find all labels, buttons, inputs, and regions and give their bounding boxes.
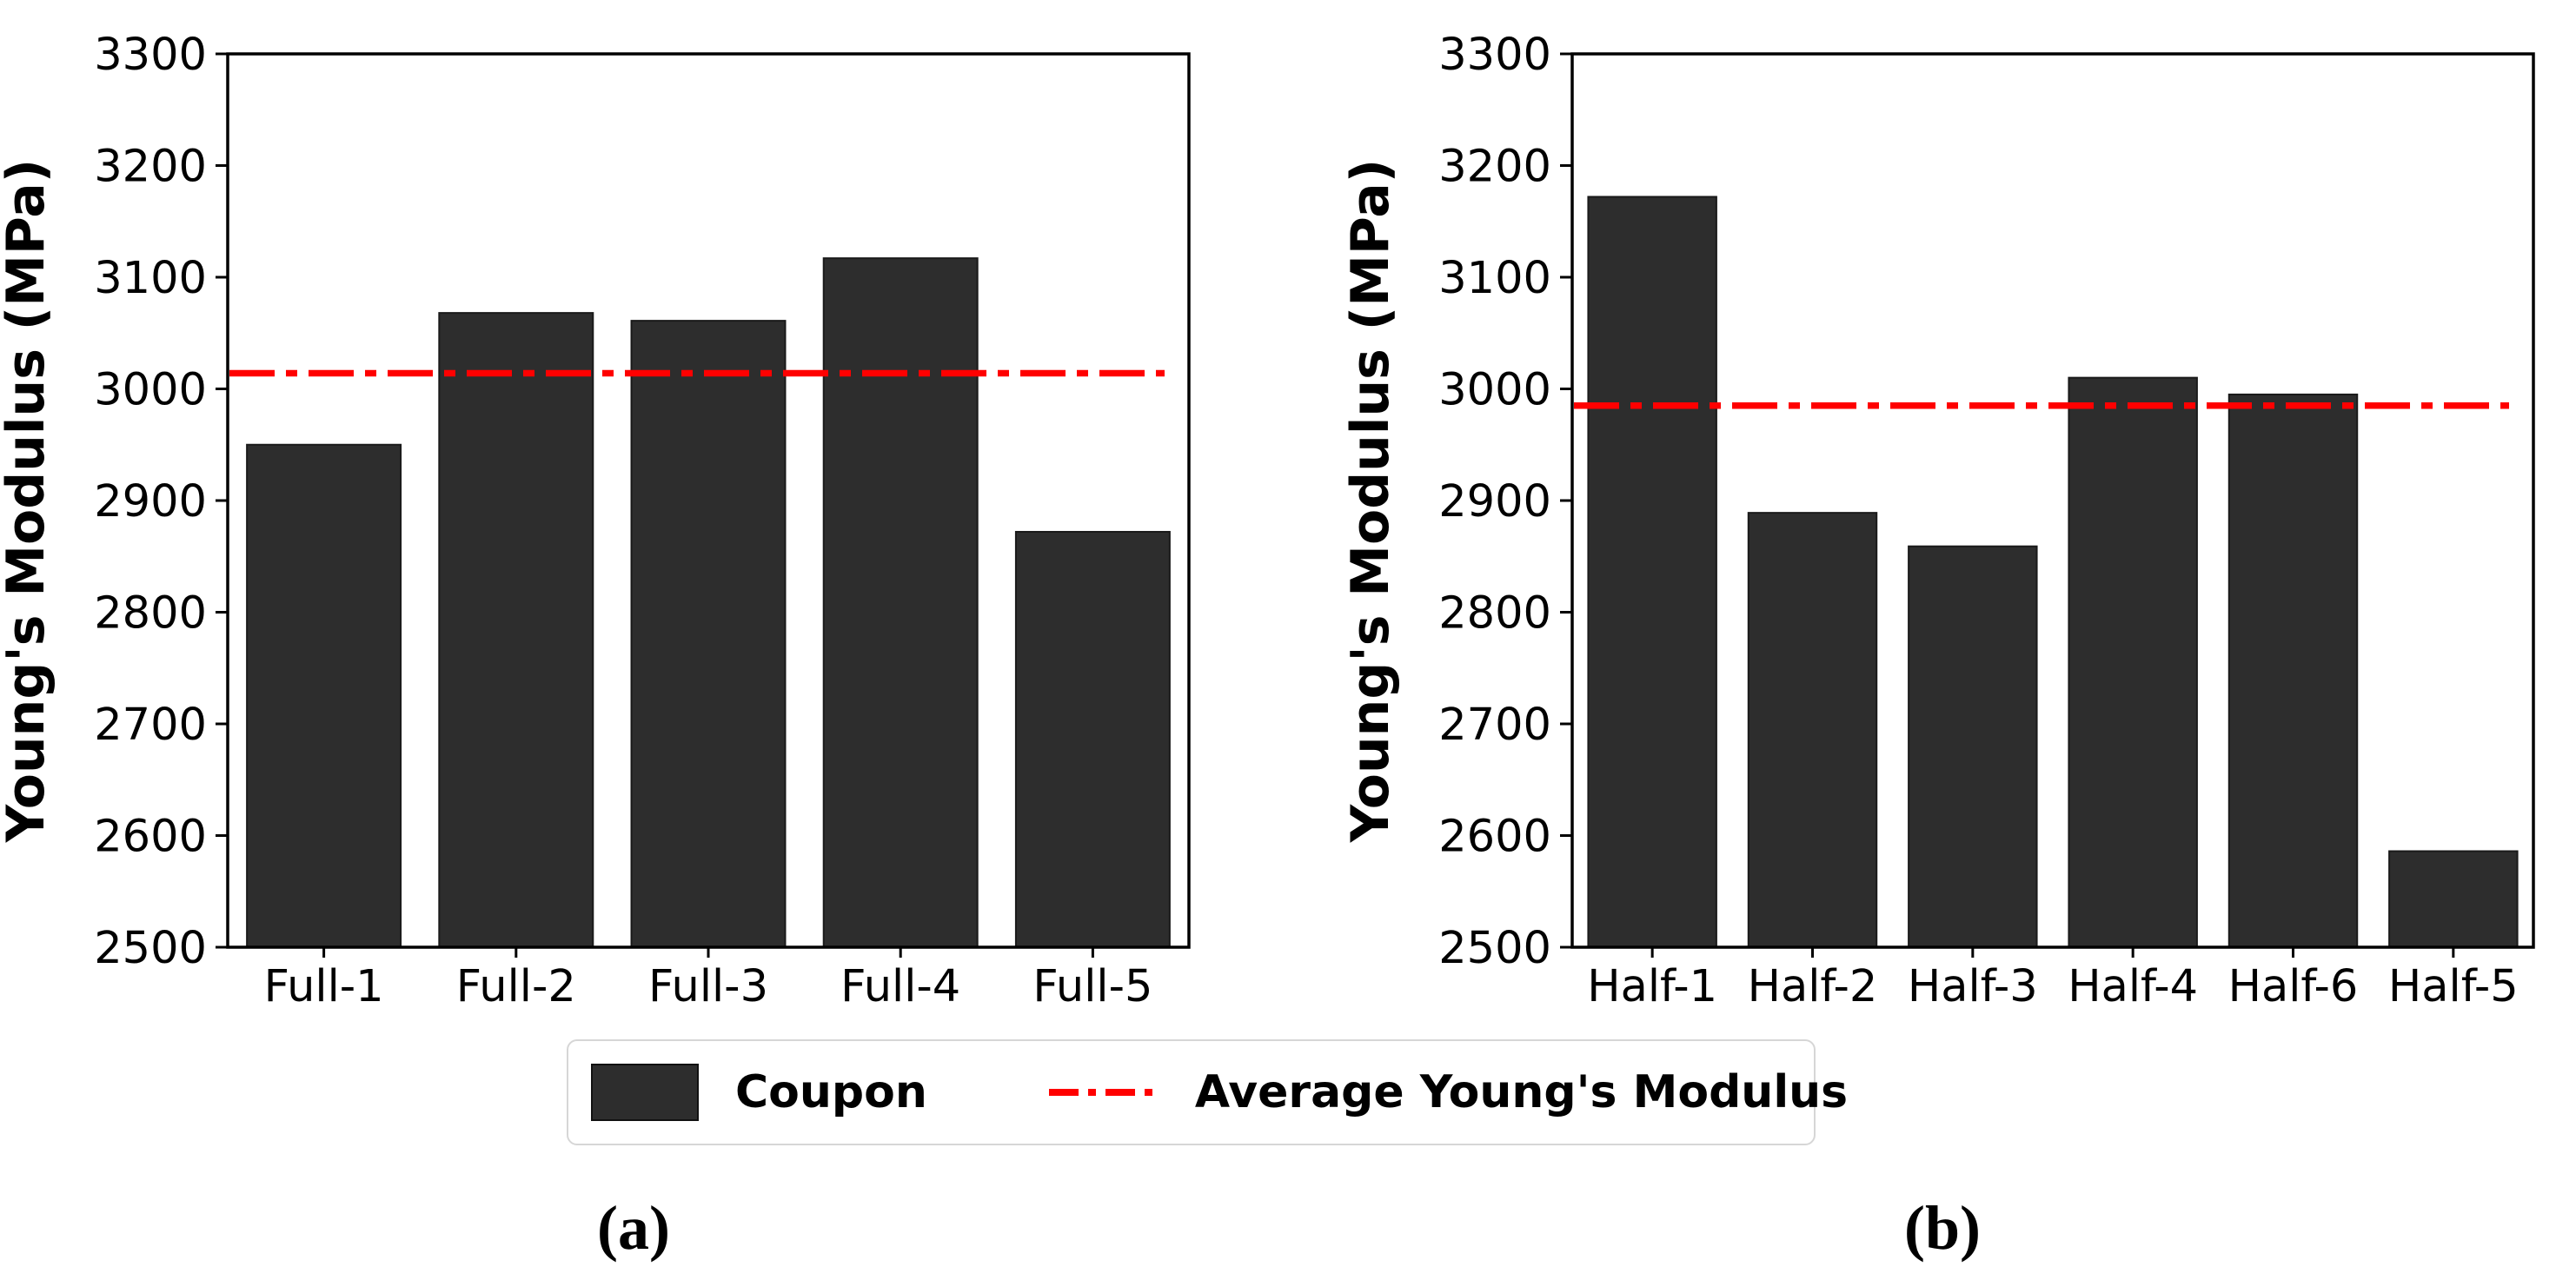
caption-a: (a) [597, 1193, 670, 1263]
bar-Half-5 [2388, 850, 2519, 948]
x-tick-label-Full-2: Full-2 [456, 961, 576, 1012]
bar-Half-4 [2068, 376, 2198, 948]
y-tick-label: 3200 [94, 142, 207, 193]
bar-Full-2 [438, 312, 594, 948]
average-line-icon [1048, 1089, 1160, 1096]
y-axis-label-a: Young's Modulus (MPa) [0, 159, 56, 843]
bar-Half-1 [1587, 196, 1717, 949]
caption-b: (b) [1904, 1193, 1981, 1263]
y-tick-label: 2700 [94, 700, 207, 751]
y-tick-label: 2600 [1438, 812, 1551, 863]
y-tick-label: 2900 [1438, 476, 1551, 527]
legend-coupon-label: Coupon [735, 1066, 927, 1118]
y-tick-label: 2800 [94, 588, 207, 640]
y-tick-label: 2500 [94, 923, 207, 974]
bar-Half-6 [2227, 393, 2359, 948]
x-tick-label-Half-4: Half-4 [2068, 961, 2198, 1012]
bar-Full-5 [1014, 530, 1171, 948]
x-tick-label-Full-4: Full-4 [840, 961, 960, 1012]
y-tick-label: 2500 [1438, 923, 1551, 974]
x-tick-label-Full-1: Full-1 [264, 961, 384, 1012]
legend-average-label: Average Young's Modulus [1194, 1066, 1849, 1118]
x-tick-label-Full-5: Full-5 [1032, 961, 1152, 1012]
x-tick-label-Half-5: Half-5 [2388, 961, 2519, 1012]
x-tick-label-Full-3: Full-3 [648, 961, 768, 1012]
bar-Half-2 [1747, 512, 1878, 948]
y-tick-label: 3300 [1438, 30, 1551, 81]
x-tick-label-Half-1: Half-1 [1587, 961, 1717, 1012]
y-tick-label: 3300 [94, 30, 207, 81]
plot-frame-b [1570, 52, 2535, 949]
plot-frame-a [226, 52, 1191, 949]
y-tick-label: 2900 [94, 476, 207, 527]
legend: Coupon Average Young's Modulus [567, 1039, 1848, 1145]
bar-Full-4 [822, 257, 979, 948]
y-tick-label: 3000 [94, 365, 207, 416]
coupon-swatch-icon [591, 1064, 699, 1121]
y-axis-label-b: Young's Modulus (MPa) [1340, 159, 1401, 843]
y-tick-label: 2700 [1438, 700, 1551, 751]
y-tick-label: 3200 [1438, 142, 1551, 193]
y-tick-label: 3000 [1438, 365, 1551, 416]
y-tick-label: 2800 [1438, 588, 1551, 640]
y-tick-label: 2600 [94, 812, 207, 863]
bar-Half-3 [1908, 545, 2038, 948]
x-tick-label-Half-2: Half-2 [1748, 961, 1878, 1012]
y-tick-label: 3100 [94, 253, 207, 304]
bar-Full-3 [630, 320, 787, 948]
x-tick-label-Half-3: Half-3 [1908, 961, 2038, 1012]
x-tick-label-Half-6: Half-6 [2228, 961, 2359, 1012]
y-tick-label: 3100 [1438, 253, 1551, 304]
bar-Full-1 [246, 443, 402, 948]
